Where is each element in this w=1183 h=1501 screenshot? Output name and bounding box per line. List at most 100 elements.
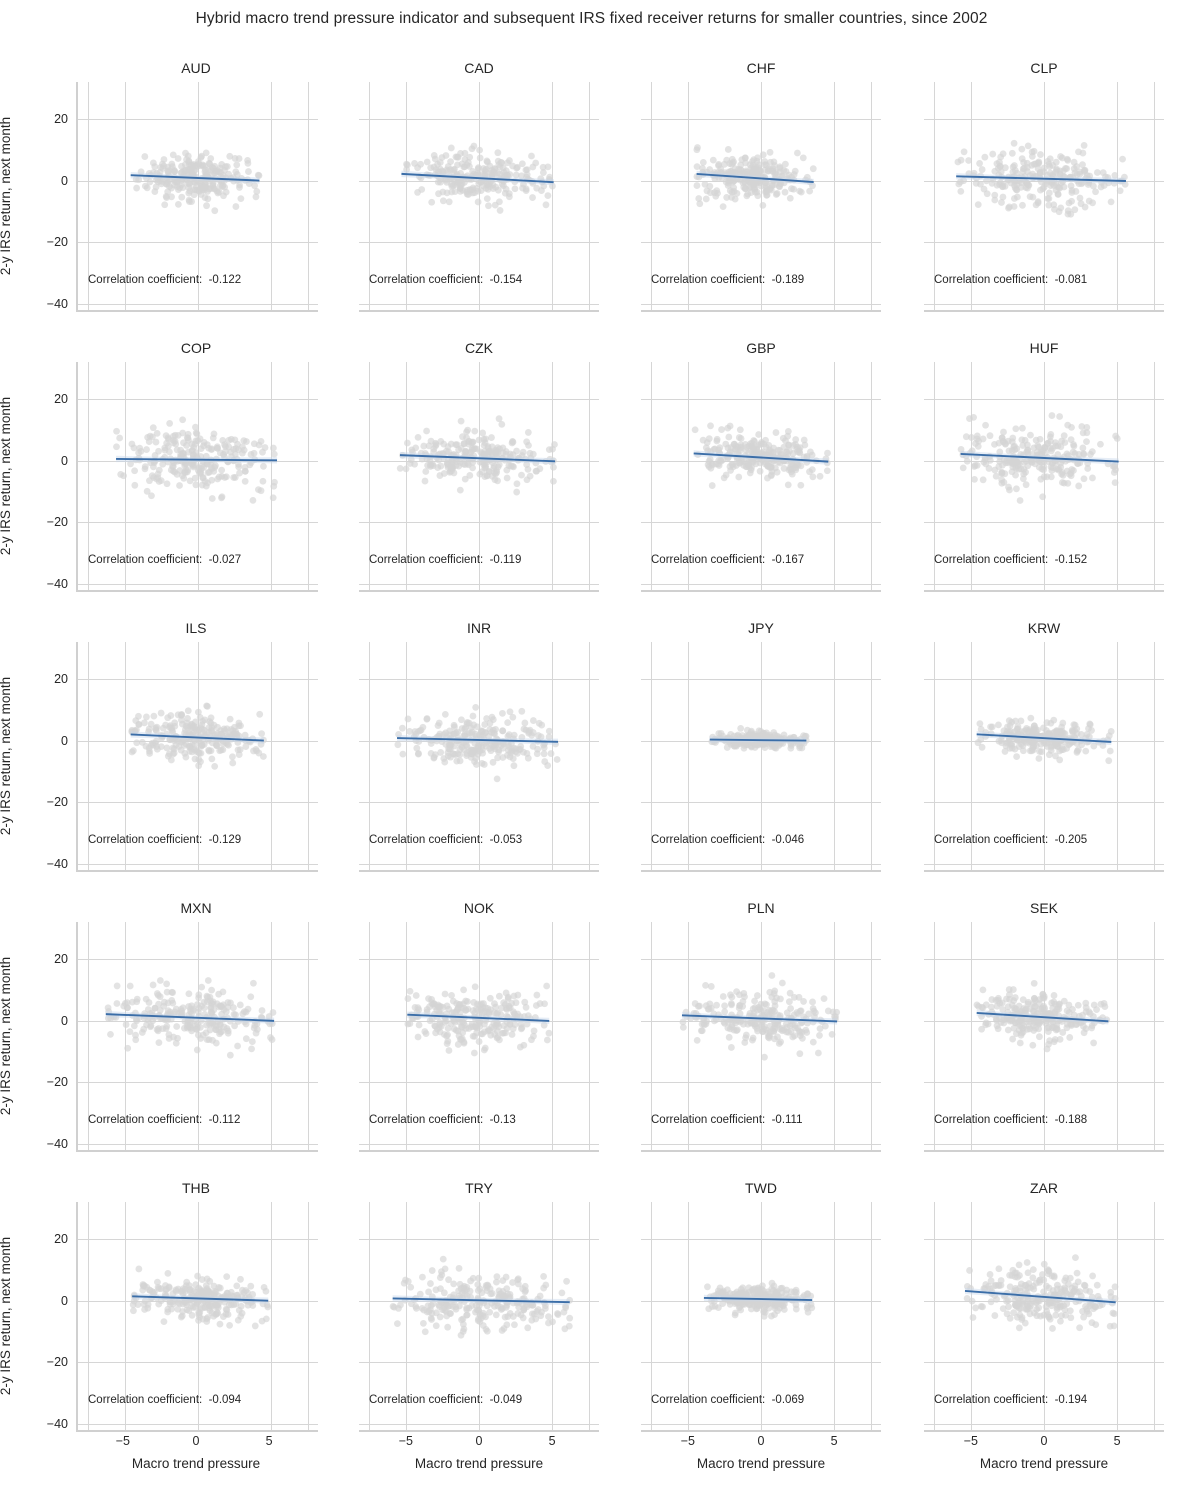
facet-panel-zar: ZAR Correlation coefficient: -0.194 −5 0 5 Ma… — [924, 1180, 1164, 1471]
correlation-coefficient-label: Correlation coefficient: -0.194 — [934, 1394, 1088, 1406]
gridline-vertical — [934, 362, 936, 590]
gridline-vertical — [307, 1202, 309, 1430]
gridline-vertical — [88, 1202, 90, 1430]
y-tick-label: −20 — [46, 1355, 68, 1370]
plot-area: Correlation coefficient: -0.129 — [76, 642, 318, 872]
panel-title: SEK — [1029, 900, 1058, 916]
correlation-coefficient-label: Correlation coefficient: -0.027 — [88, 554, 242, 566]
gridline-horizontal — [78, 678, 318, 680]
gridline-vertical — [405, 922, 407, 1150]
correlation-coefficient-label: Correlation coefficient: -0.129 — [88, 834, 242, 846]
scatter-canvas — [974, 714, 1115, 765]
facet-panel-inr: INR Correlation coefficient: -0.053 — [359, 620, 599, 900]
gridline-vertical — [1153, 1202, 1155, 1430]
plot-area: Correlation coefficient: -0.119 — [359, 362, 599, 592]
correlation-coefficient-label: Correlation coefficient: -0.188 — [934, 1114, 1088, 1126]
gridline-vertical — [124, 1202, 126, 1430]
correlation-coefficient-label: Correlation coefficient: -0.154 — [369, 274, 523, 286]
gridline-vertical — [588, 1202, 590, 1430]
facet-row: COP Correlation coefficient: -0.027 20 0 −20… — [0, 340, 1183, 620]
gridline-horizontal — [924, 583, 1164, 585]
gridline-vertical — [687, 362, 689, 590]
plot-area: Correlation coefficient: -0.081 — [924, 82, 1164, 312]
gridline-vertical — [369, 922, 371, 1150]
gridline-horizontal — [359, 242, 599, 244]
gridline-horizontal — [78, 398, 318, 400]
gridline-horizontal — [924, 1082, 1164, 1084]
y-tick-label: 20 — [54, 391, 68, 406]
panel-title: COP — [180, 340, 212, 356]
regression-line — [709, 738, 807, 742]
gridline-vertical — [271, 1202, 273, 1430]
gridline-horizontal — [641, 802, 881, 804]
gridline-vertical — [405, 362, 407, 590]
gridline-vertical — [1153, 82, 1155, 310]
scatter-canvas — [130, 149, 263, 215]
facet-panel-ils: ILS Correlation coefficient: -0.129 20 0 −20… — [0, 620, 318, 900]
plot-area: Correlation coefficient: -0.049 — [359, 1202, 599, 1432]
y-axis-ticks: 20 0 −20 −40 — [28, 82, 72, 311]
facet-panel-cad: CAD Correlation coefficient: -0.154 — [359, 60, 599, 340]
y-tick-label: −20 — [46, 795, 68, 810]
gridline-vertical — [1117, 82, 1119, 310]
plot-area: Correlation coefficient: -0.046 — [641, 642, 881, 872]
gridline-horizontal — [78, 1238, 318, 1240]
x-axis-ticks: −5 0 5 — [359, 1434, 599, 1454]
plot-area: Correlation coefficient: -0.205 — [924, 642, 1164, 872]
facet-panel-huf: HUF Correlation coefficient: -0.152 — [924, 340, 1164, 620]
gridline-horizontal — [359, 1362, 599, 1364]
scatter-points — [957, 412, 1121, 504]
scatter-canvas — [394, 703, 561, 783]
gridline-horizontal — [78, 958, 318, 960]
gridline-vertical — [870, 642, 872, 870]
gridline-horizontal — [78, 1423, 318, 1425]
gridline-vertical — [934, 1202, 936, 1430]
figure-title: Hybrid macro trend pressure indicator an… — [195, 10, 988, 27]
gridline-vertical — [552, 922, 554, 1150]
gridline-vertical — [1153, 642, 1155, 870]
correlation-coefficient-label: Correlation coefficient: -0.13 — [369, 1114, 516, 1126]
correlation-coefficient-label: Correlation coefficient: -0.111 — [651, 1114, 803, 1126]
scatter-points — [129, 1265, 272, 1330]
x-tick-label: 5 — [830, 1434, 838, 1448]
gridline-vertical — [687, 1202, 689, 1430]
gridline-vertical — [369, 642, 371, 870]
facet-panel-jpy: JPY Correlation coefficient: -0.046 — [641, 620, 881, 900]
plot-area: Correlation coefficient: -0.122 — [76, 82, 318, 312]
gridline-horizontal — [641, 398, 881, 400]
gridline-horizontal — [78, 522, 318, 524]
gridline-horizontal — [359, 583, 599, 585]
regression-line — [132, 1295, 269, 1302]
panel-title: PLN — [747, 900, 775, 916]
plot-area: Correlation coefficient: -0.188 — [924, 922, 1164, 1152]
x-tick-label: −5 — [963, 1434, 978, 1448]
gridline-vertical — [1117, 1202, 1119, 1430]
gridline-vertical — [970, 82, 972, 310]
gridline-vertical — [124, 642, 126, 870]
gridline-horizontal — [78, 118, 318, 120]
plot-area: Correlation coefficient: -0.194 — [924, 1202, 1164, 1432]
regression-line — [407, 1013, 550, 1022]
correlation-coefficient-label: Correlation coefficient: -0.112 — [88, 1114, 241, 1126]
panel-title: CZK — [465, 340, 493, 356]
scatter-points — [691, 422, 831, 489]
gridline-vertical — [271, 82, 273, 310]
panel-title: INR — [466, 620, 492, 636]
y-tick-label: −20 — [46, 1075, 68, 1090]
x-tick-label: −5 — [680, 1434, 695, 1448]
scatter-points — [963, 1254, 1119, 1332]
correlation-coefficient-label: Correlation coefficient: -0.205 — [934, 834, 1088, 846]
scatter-canvas — [963, 1254, 1119, 1332]
gridline-horizontal — [78, 863, 318, 865]
plot-area: Correlation coefficient: -0.027 — [76, 362, 318, 592]
y-tick-label: −40 — [46, 576, 68, 591]
gridline-horizontal — [78, 583, 318, 585]
x-tick-label: 0 — [192, 1434, 200, 1448]
scatter-points — [128, 702, 267, 770]
gridline-horizontal — [924, 118, 1164, 120]
gridline-horizontal — [924, 398, 1164, 400]
gridline-vertical — [870, 922, 872, 1150]
scatter-canvas — [973, 979, 1111, 1053]
scatter-points — [693, 144, 817, 210]
plot-area: Correlation coefficient: -0.189 — [641, 82, 881, 312]
